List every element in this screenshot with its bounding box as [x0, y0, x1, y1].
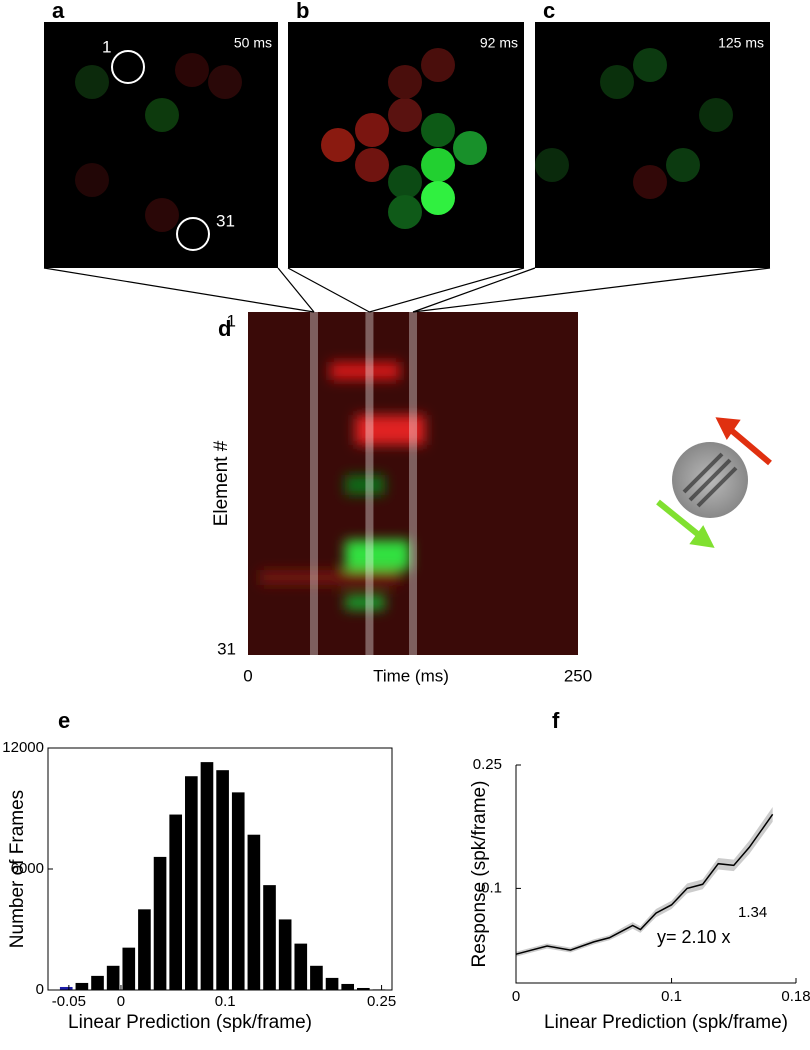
x-tick-label: -0.05	[52, 993, 86, 1010]
bar	[216, 770, 229, 990]
bar	[91, 975, 104, 990]
x-tick-label: 0.1	[661, 988, 682, 1005]
gabor-icon	[656, 417, 772, 548]
time-marker	[409, 312, 417, 655]
panel-letter: e	[58, 708, 70, 733]
panel-a	[44, 22, 278, 268]
connector	[287, 267, 370, 313]
bar	[59, 986, 73, 990]
connector	[412, 267, 771, 313]
bar	[310, 965, 323, 990]
x-tick-label: 0	[243, 666, 252, 685]
y-axis-label: Element #	[211, 440, 232, 526]
y-tick-label: 1	[227, 311, 236, 330]
x-axis-label: Linear Prediction (spk/frame)	[544, 1012, 788, 1033]
bar	[341, 983, 355, 990]
time-marker	[310, 312, 318, 655]
panel-letter: a	[52, 0, 65, 23]
bar	[75, 982, 89, 990]
y-axis-label: Number of Frames	[7, 790, 28, 948]
bar	[278, 919, 292, 990]
exponent: 1.34	[738, 904, 767, 921]
y-tick-label: 12000	[2, 739, 44, 756]
bar	[231, 792, 245, 990]
panel-letter: d	[218, 316, 231, 341]
time-label: 92 ms	[480, 35, 518, 51]
y-tick-label: 0.25	[473, 756, 502, 773]
x-axis-label: Time (ms)	[373, 666, 449, 685]
bar	[138, 909, 151, 990]
panel-letter: b	[296, 0, 309, 23]
y-tick-label: 31	[217, 639, 236, 658]
time-marker	[365, 312, 374, 655]
connector	[412, 267, 536, 313]
equation: y= 2.10 x	[657, 927, 731, 947]
element-label: 31	[216, 211, 235, 230]
panel-letter: f	[552, 708, 560, 733]
time-label: 125 ms	[718, 35, 764, 51]
y-tick-label: 0	[36, 981, 44, 998]
x-tick-label: 0.25	[367, 993, 396, 1010]
bar	[263, 885, 276, 990]
bar	[247, 834, 261, 990]
panel-c	[535, 22, 770, 268]
bar	[185, 776, 198, 990]
bar	[357, 987, 370, 990]
x-axis-label: Linear Prediction (spk/frame)	[68, 1012, 312, 1033]
panel-b	[288, 22, 524, 268]
bar	[325, 977, 339, 990]
connector	[277, 267, 315, 313]
bar	[106, 965, 120, 990]
x-tick-label: 0	[512, 988, 520, 1005]
x-tick-label: 250	[564, 666, 592, 685]
y-axis-label: Response (spk/frame)	[469, 781, 490, 968]
bar	[153, 856, 167, 990]
panel-letter: c	[543, 0, 555, 23]
x-tick-label: 0.1	[215, 993, 236, 1010]
heatmap-image	[248, 312, 578, 655]
bar	[169, 814, 183, 990]
x-tick-label: 0	[117, 993, 125, 1010]
x-tick-label: 0.18	[781, 988, 810, 1005]
y-tick-label: 0.1	[481, 879, 502, 896]
bar	[294, 943, 308, 990]
bar	[122, 947, 136, 990]
line	[515, 813, 774, 955]
connector	[43, 267, 315, 313]
bar	[200, 762, 214, 990]
y-tick-label: 6000	[11, 860, 44, 877]
connector	[369, 267, 525, 313]
time-label: 50 ms	[234, 35, 272, 51]
error-band	[516, 806, 773, 957]
element-label: 1	[102, 37, 111, 56]
